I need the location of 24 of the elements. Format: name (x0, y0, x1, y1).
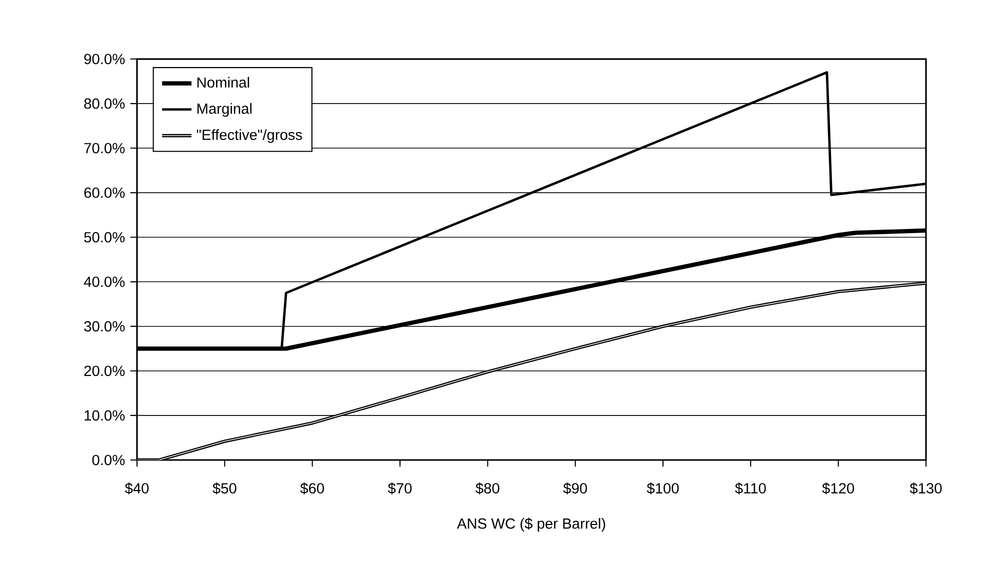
x-tick-label: $60 (300, 482, 324, 494)
y-tick-label: 30.0% (84, 321, 125, 332)
legend-label: Nominal (197, 76, 250, 88)
y-tick-label: 20.0% (84, 366, 125, 376)
y-tick-label: 70.0% (84, 142, 125, 154)
x-tick-label: $80 (476, 482, 500, 494)
y-tick-label: 0.0% (92, 454, 125, 466)
x-tick-label: $130 (910, 482, 942, 494)
x-tick-label: $100 (646, 482, 679, 494)
y-tick-label: 60.0% (84, 188, 125, 198)
x-tick-label: $70 (388, 482, 412, 494)
y-tick-label: 80.0% (84, 98, 125, 109)
legend-label: Marginal (197, 103, 252, 117)
x-tick-label: $40 (124, 482, 149, 494)
y-tick-label: 40.0% (84, 276, 125, 287)
x-tick-label: $90 (563, 482, 587, 494)
x-tick-label: $110 (735, 482, 766, 494)
y-tick-label: 10.0% (84, 410, 125, 421)
x-axis-title: ANS WC ($ per Barrel) (456, 518, 606, 532)
y-tick-label: 50.0% (84, 232, 125, 242)
x-tick-label: $120 (822, 482, 854, 494)
x-tick-label: $50 (212, 482, 236, 494)
legend-label: "Effective"/gross (196, 129, 302, 143)
y-tick-label: 90.0% (84, 54, 125, 64)
